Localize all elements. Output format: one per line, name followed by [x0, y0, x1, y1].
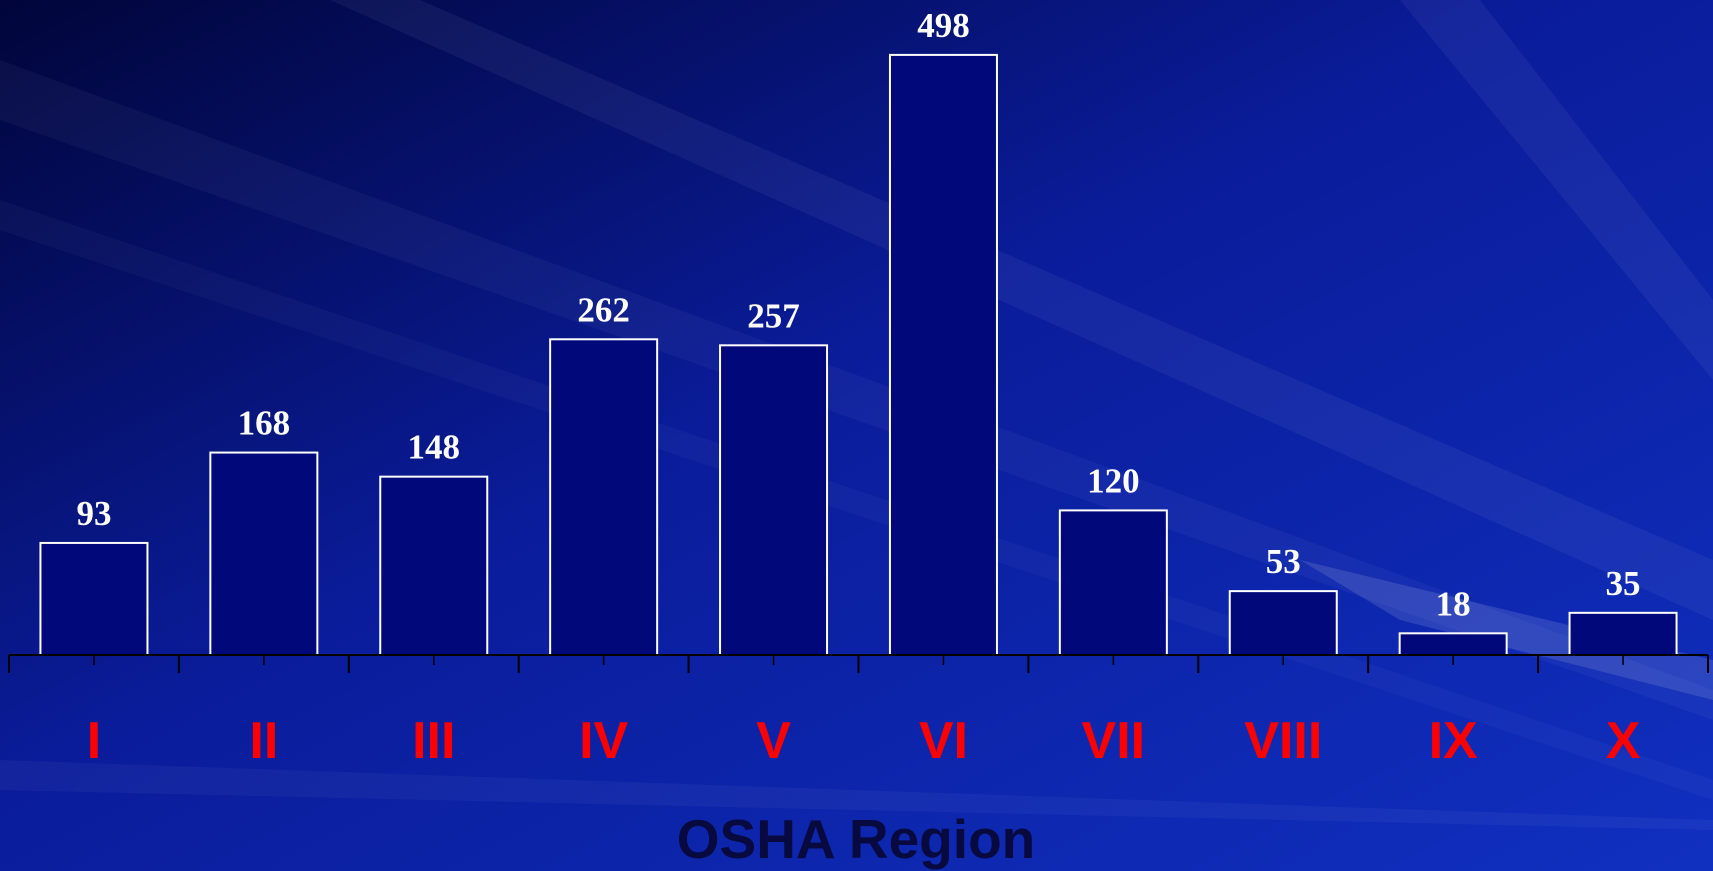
- x-tick-label: IX: [1429, 712, 1478, 770]
- bar: [1228, 590, 1338, 657]
- x-tick-label: VIII: [1244, 712, 1322, 770]
- bar: [719, 344, 829, 656]
- background-streaks: [0, 0, 1713, 830]
- value-label: 53: [1266, 542, 1301, 581]
- value-label: 498: [917, 6, 970, 45]
- x-tick-label: I: [87, 712, 101, 770]
- x-tick-label: IV: [579, 712, 628, 770]
- x-tick-label: VII: [1082, 712, 1146, 770]
- x-tick-label: III: [412, 712, 455, 770]
- value-label: 262: [577, 290, 630, 329]
- bar: [39, 541, 149, 656]
- x-axis-label: OSHA Region: [677, 808, 1036, 870]
- bar: [1398, 632, 1508, 656]
- bar: [209, 451, 319, 656]
- bar: [379, 475, 489, 656]
- value-label: 93: [76, 494, 111, 533]
- bar: [1568, 611, 1678, 657]
- bar: [1058, 509, 1168, 656]
- bar: [549, 338, 659, 656]
- value-label: 35: [1606, 564, 1641, 603]
- bar: [888, 53, 998, 657]
- x-tick-label: II: [249, 712, 278, 770]
- x-tick-label: VI: [919, 712, 968, 770]
- value-label: 168: [238, 404, 291, 443]
- value-label: 148: [408, 428, 461, 467]
- value-label: 120: [1087, 461, 1140, 500]
- x-tick-label: X: [1606, 712, 1641, 770]
- value-label: 18: [1436, 584, 1471, 623]
- value-label: 257: [747, 296, 800, 335]
- x-tick-label: V: [756, 712, 791, 770]
